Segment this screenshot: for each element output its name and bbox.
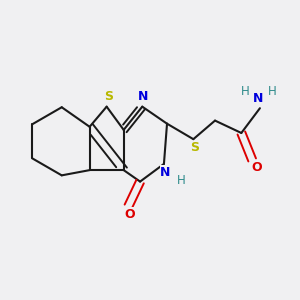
Text: H: H — [177, 175, 185, 188]
Text: S: S — [104, 90, 113, 103]
Text: O: O — [251, 161, 262, 174]
Text: H: H — [268, 85, 277, 98]
Text: H: H — [241, 85, 249, 98]
Text: N: N — [253, 92, 263, 105]
Text: S: S — [190, 141, 200, 154]
Text: O: O — [124, 208, 135, 220]
Text: N: N — [138, 90, 148, 103]
Text: N: N — [160, 166, 171, 179]
